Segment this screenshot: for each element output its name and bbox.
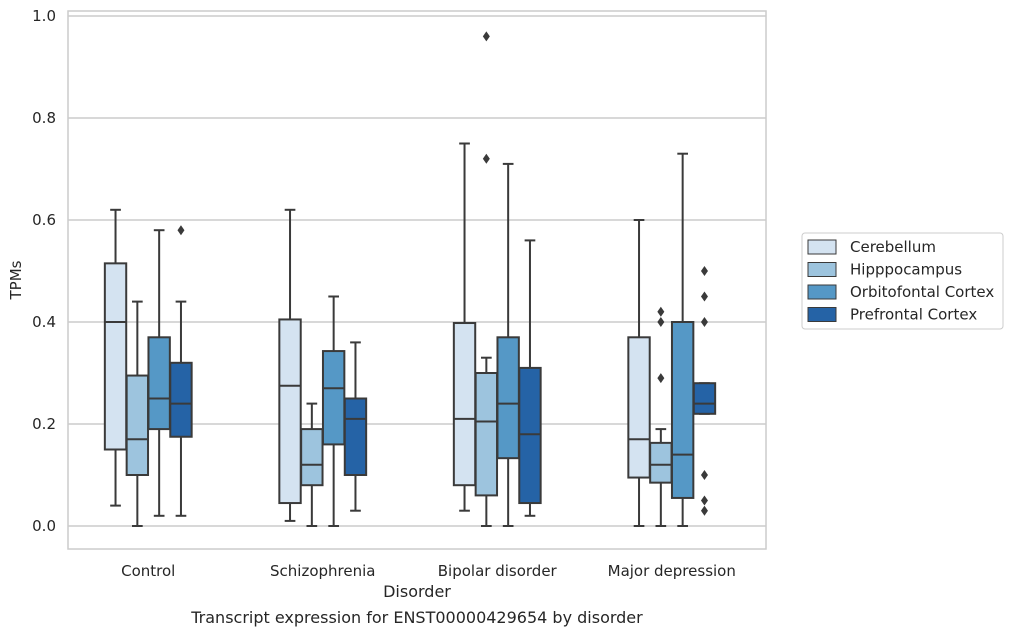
outlier-point: [482, 153, 490, 164]
legend-swatch: [807, 262, 837, 277]
legend-label: Hipppocampus: [850, 261, 962, 279]
y-tick-label: 0.4: [32, 313, 56, 331]
legend: Cerebellum Hipppocampus Orbitofontal Corte…: [801, 232, 1004, 330]
iqr-box: [518, 366, 542, 505]
box-plot-marks: [103, 31, 717, 527]
box-3-2: [518, 239, 542, 517]
iqr-box: [321, 350, 346, 446]
y-tick-label: 0.0: [32, 517, 56, 535]
box-3-3: [692, 266, 717, 516]
x-axis-ticks: Control Schizophrenia Bipolar disorder Majo…: [121, 562, 736, 580]
box-1-0: [125, 300, 150, 527]
iqr-box: [169, 361, 193, 438]
legend-label: Orbitofontal Cortex: [850, 283, 994, 301]
iqr-box: [125, 374, 150, 476]
iqr-box: [452, 322, 477, 487]
y-tick-label: 0.8: [32, 109, 56, 127]
x-tick-label: Control: [121, 562, 175, 580]
outlier-point: [700, 291, 708, 302]
outlier-point: [700, 505, 708, 516]
y-axis-ticks: 0.0 0.2 0.4 0.6 0.8 1.0: [32, 7, 56, 535]
iqr-box: [474, 372, 499, 497]
box-0-1: [278, 208, 302, 522]
box-0-3: [627, 219, 651, 527]
outlier-point: [700, 470, 708, 480]
box-0-2: [452, 142, 477, 512]
outlier-point: [700, 495, 708, 506]
iqr-box: [278, 318, 302, 505]
box-1-1: [300, 402, 324, 527]
box-2-3: [670, 152, 695, 527]
x-axis-label: Disorder: [383, 582, 451, 601]
outlier-point: [657, 317, 665, 327]
legend-label: Cerebellum: [850, 238, 936, 256]
outlier-point: [657, 306, 665, 317]
box-0-0: [103, 208, 128, 507]
box-2-2: [496, 162, 520, 527]
box-2-1: [321, 295, 346, 527]
y-axis-label: TPMs: [7, 260, 25, 300]
outlier-point: [482, 31, 490, 42]
iqr-box: [692, 382, 717, 415]
outlier-point: [700, 266, 708, 276]
iqr-box: [670, 321, 695, 499]
iqr-box: [496, 336, 520, 460]
y-tick-label: 0.2: [32, 415, 56, 433]
outlier-point: [177, 225, 185, 236]
legend-swatch: [807, 307, 837, 322]
y-tick-label: 1.0: [32, 7, 56, 25]
legend-swatch: [807, 239, 837, 255]
iqr-box: [649, 441, 673, 484]
iqr-box: [627, 336, 651, 479]
outlier-point: [657, 373, 665, 384]
box-2-0: [147, 229, 171, 517]
plot-area-frame: [67, 10, 767, 550]
box-3-0: [169, 225, 193, 517]
x-tick-label: Bipolar disorder: [438, 562, 558, 580]
chart-caption: Transcript expression for ENST0000042965…: [190, 608, 643, 627]
iqr-box: [147, 336, 171, 431]
x-tick-label: Major depression: [608, 562, 736, 580]
y-tick-label: 0.6: [32, 211, 56, 229]
legend-label: Prefrontal Cortex: [850, 306, 977, 324]
box-3-1: [343, 341, 368, 512]
iqr-box: [103, 262, 128, 451]
legend-swatch: [807, 284, 837, 300]
box-1-3: [649, 306, 673, 527]
x-tick-label: Schizophrenia: [270, 562, 375, 580]
iqr-box: [343, 397, 368, 476]
legend-frame: [801, 232, 1004, 330]
outlier-point: [700, 317, 708, 327]
box-1-2: [474, 31, 499, 527]
iqr-box: [300, 428, 324, 487]
